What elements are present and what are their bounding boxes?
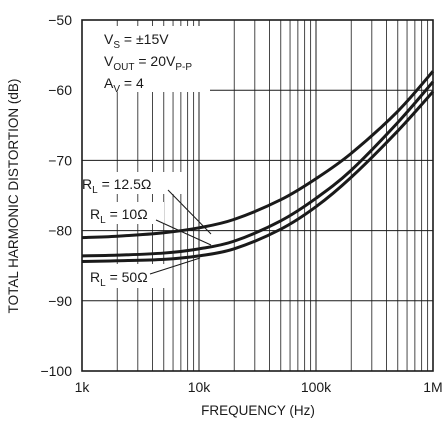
y-tick-label: −60 xyxy=(48,82,72,98)
condition-vs: VS = ±15V xyxy=(104,31,169,51)
x-tick-label: 1M xyxy=(423,379,442,395)
series-label-3-background xyxy=(86,264,168,288)
plot-frame xyxy=(81,19,434,372)
x-axis-title: FREQUENCY (Hz) xyxy=(201,403,315,418)
y-axis-title: TOTAL HARMONIC DISTORTION (dB) xyxy=(6,79,21,314)
condition-vout: VOUT = 20VP-P xyxy=(104,53,192,73)
series-label-50-ohm: RL = 50Ω xyxy=(90,269,148,289)
condition-av: AV = 4 xyxy=(104,75,144,95)
y-tick-label: −70 xyxy=(48,152,72,168)
leader-line-12-5-ohm xyxy=(167,189,212,235)
leader-line-10-ohm xyxy=(155,219,212,246)
series-label-2-background xyxy=(86,202,164,224)
y-tick-label: −50 xyxy=(48,12,72,28)
tick-labels: 1k 10k 100k 1M −50 −60 −70 −80 −90 −100 xyxy=(40,12,442,395)
curves xyxy=(81,70,435,263)
series-label-1-background xyxy=(78,172,186,194)
y-tick-label: −100 xyxy=(40,363,72,379)
series-label-10-ohm: RL = 10Ω xyxy=(90,206,148,226)
series-line-2 xyxy=(81,80,435,258)
x-tick-label: 100k xyxy=(301,379,332,395)
x-tick-label: 1k xyxy=(75,379,91,395)
series-label-12-5-ohm: RL = 12.5Ω xyxy=(82,176,151,196)
conditions-background xyxy=(82,26,210,92)
series-line-3 xyxy=(81,90,435,263)
y-tick-label: −90 xyxy=(48,293,72,309)
x-tick-label: 10k xyxy=(188,379,212,395)
y-tick-label: −80 xyxy=(48,223,72,239)
leader-line-50-ohm xyxy=(149,257,201,275)
series-line-1 xyxy=(81,70,435,240)
